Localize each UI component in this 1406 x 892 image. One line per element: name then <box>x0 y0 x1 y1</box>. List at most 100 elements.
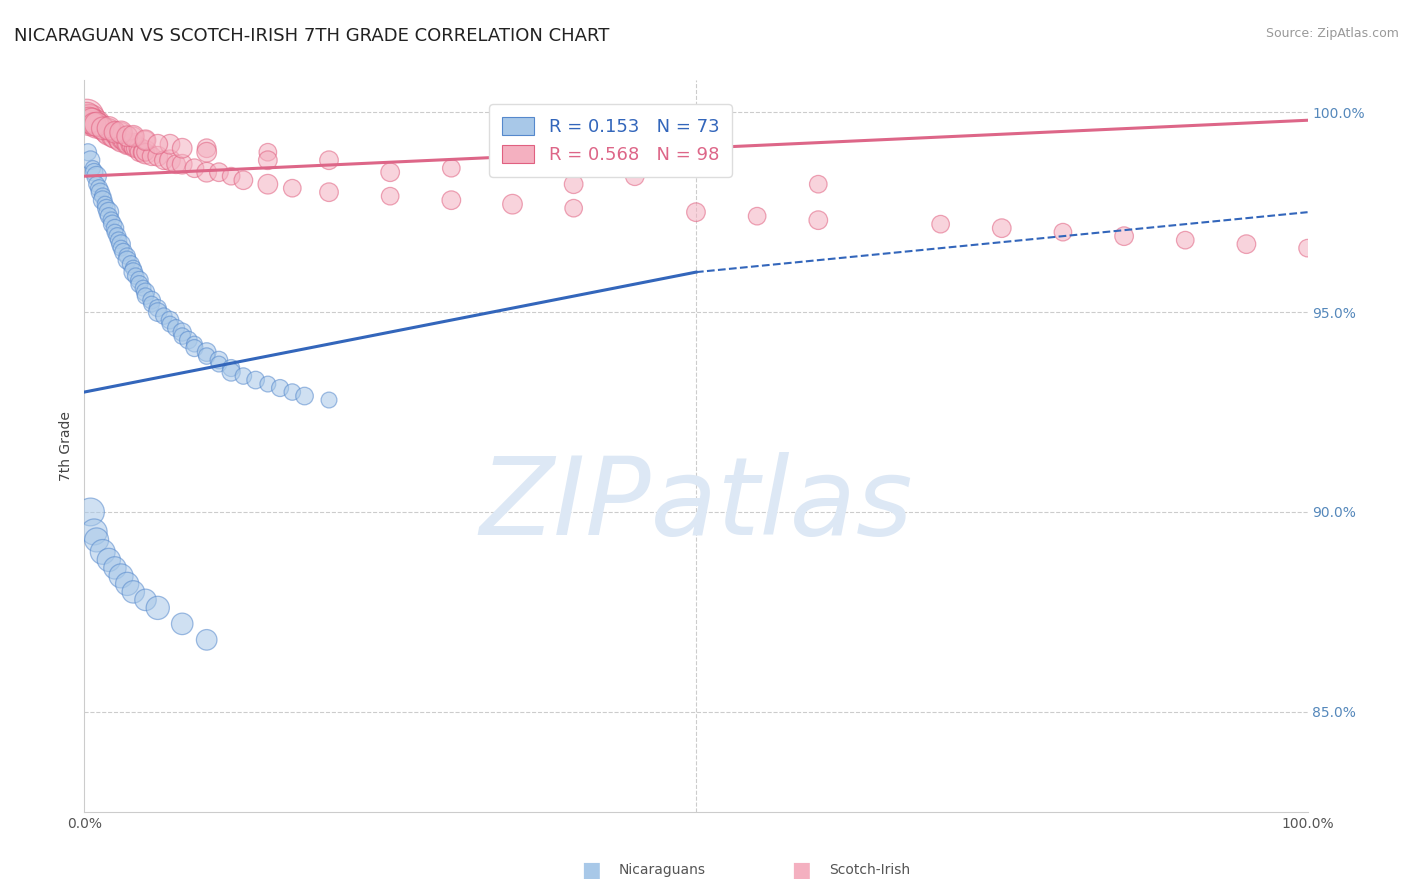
Point <box>107 133 129 147</box>
Point <box>89 121 111 136</box>
Point <box>91 193 114 207</box>
Point <box>146 149 169 163</box>
Point <box>100 125 122 139</box>
Point <box>257 377 280 392</box>
Point <box>153 153 176 168</box>
Point <box>132 281 155 295</box>
Point <box>1052 225 1074 239</box>
Text: ■: ■ <box>792 860 811 880</box>
Point <box>380 189 402 203</box>
Point <box>100 213 122 227</box>
Point <box>257 145 280 160</box>
Point <box>94 197 117 211</box>
Point <box>122 265 145 279</box>
Point <box>112 133 135 147</box>
Point <box>104 221 127 235</box>
Point <box>83 117 105 131</box>
Point <box>83 165 105 179</box>
Point <box>77 145 100 160</box>
Point <box>105 229 128 244</box>
Point <box>110 125 132 139</box>
Point <box>97 553 120 567</box>
Point <box>96 201 118 215</box>
Point <box>195 349 218 363</box>
Point <box>115 249 138 263</box>
Point <box>146 137 169 152</box>
Point <box>159 137 181 152</box>
Point <box>135 145 157 160</box>
Point <box>97 125 120 139</box>
Point <box>104 129 127 144</box>
Point <box>122 585 145 599</box>
Point <box>120 257 142 271</box>
Point <box>172 141 194 155</box>
Point <box>165 321 187 335</box>
Point <box>82 113 104 128</box>
Point <box>97 121 120 136</box>
Point <box>562 201 585 215</box>
Point <box>183 161 205 176</box>
Point <box>104 129 127 144</box>
Point <box>257 153 280 168</box>
Point <box>146 600 169 615</box>
Point <box>97 121 120 136</box>
Point <box>172 325 194 339</box>
Point <box>1174 233 1197 247</box>
Point <box>257 178 280 192</box>
Point <box>94 121 117 136</box>
Point <box>110 133 132 147</box>
Point <box>153 309 176 323</box>
Point <box>104 125 127 139</box>
Point <box>128 273 150 287</box>
Point <box>135 593 157 607</box>
Point <box>112 245 135 260</box>
Point <box>177 333 200 347</box>
Point <box>80 113 103 128</box>
Point <box>172 157 194 171</box>
Point <box>318 153 340 168</box>
Point <box>1296 241 1319 255</box>
Point <box>135 289 157 303</box>
Point <box>110 241 132 255</box>
Point <box>77 109 100 123</box>
Point <box>195 141 218 155</box>
Point <box>97 209 120 223</box>
Point <box>91 545 114 559</box>
Point <box>219 361 242 376</box>
Point <box>141 297 163 311</box>
Point <box>122 137 145 152</box>
Point <box>747 209 769 223</box>
Point <box>86 169 108 184</box>
Point <box>141 149 163 163</box>
Point <box>79 117 101 131</box>
Point <box>245 373 267 387</box>
Point <box>91 189 114 203</box>
Point <box>115 129 138 144</box>
Point <box>208 357 231 371</box>
Text: Scotch-Irish: Scotch-Irish <box>830 863 911 877</box>
Point <box>141 293 163 307</box>
Point <box>122 141 145 155</box>
Point <box>86 117 108 131</box>
Text: NICARAGUAN VS SCOTCH-IRISH 7TH GRADE CORRELATION CHART: NICARAGUAN VS SCOTCH-IRISH 7TH GRADE COR… <box>14 27 609 45</box>
Point <box>232 369 254 384</box>
Point <box>380 165 402 179</box>
Point <box>83 117 105 131</box>
Point <box>318 185 340 199</box>
Point <box>502 197 524 211</box>
Point <box>122 129 145 144</box>
Point <box>76 109 98 123</box>
Point <box>115 577 138 591</box>
Point <box>232 173 254 187</box>
Point <box>128 141 150 155</box>
Point <box>195 345 218 359</box>
Point <box>110 125 132 139</box>
Point <box>91 121 114 136</box>
Point <box>86 117 108 131</box>
Point <box>159 313 181 327</box>
Point <box>125 141 148 155</box>
Point <box>104 225 127 239</box>
Point <box>165 157 187 171</box>
Y-axis label: 7th Grade: 7th Grade <box>59 411 73 481</box>
Point <box>115 137 138 152</box>
